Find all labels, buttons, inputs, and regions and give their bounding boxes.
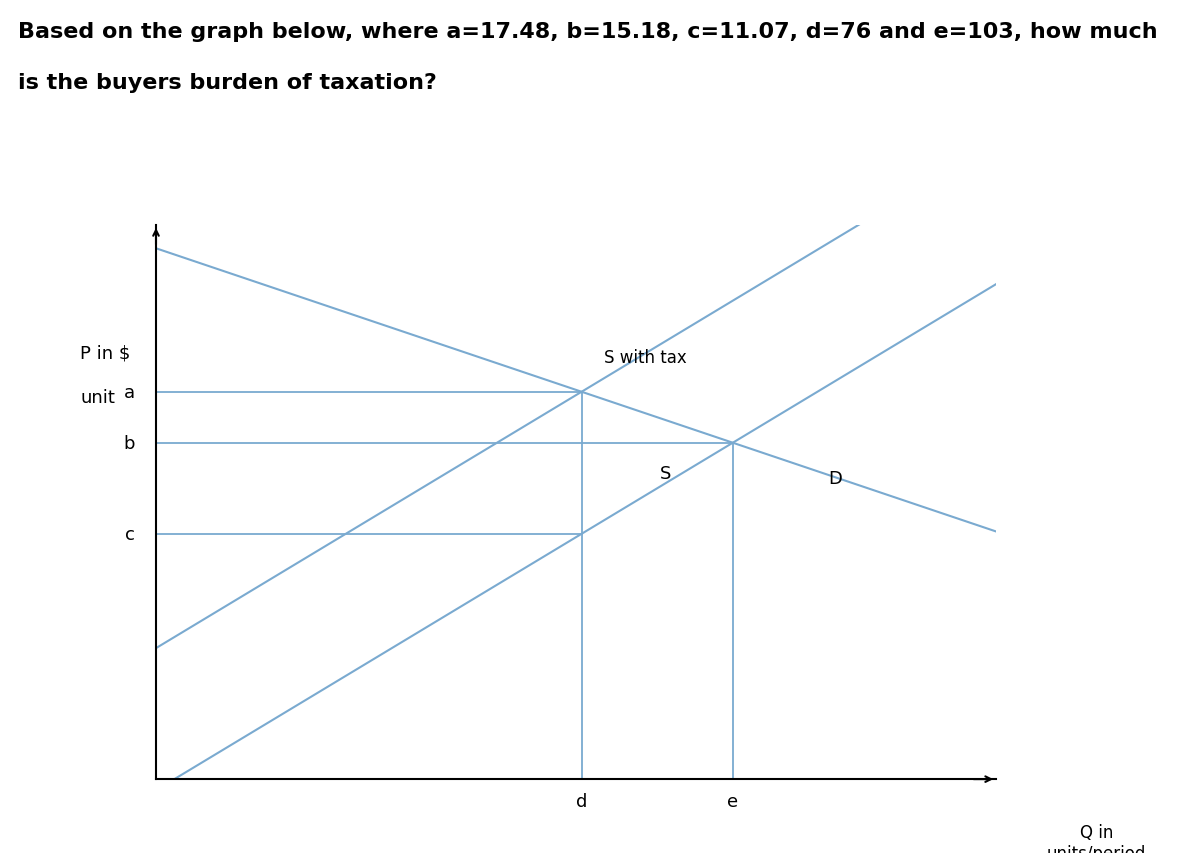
Text: Based on the graph below, where a=17.48, b=15.18, c=11.07, d=76 and e=103, how m: Based on the graph below, where a=17.48,… (18, 22, 1158, 43)
Text: d: d (576, 792, 587, 810)
Text: S: S (660, 465, 671, 483)
Text: D: D (828, 469, 842, 487)
Text: c: c (125, 525, 134, 543)
Text: P in $: P in $ (80, 344, 131, 363)
Text: S with tax: S with tax (604, 349, 686, 367)
Text: is the buyers burden of taxation?: is the buyers burden of taxation? (18, 73, 437, 93)
Text: Q in
units/period: Q in units/period (1048, 823, 1146, 853)
Text: e: e (727, 792, 738, 810)
Text: b: b (124, 434, 134, 452)
Text: unit: unit (80, 388, 115, 406)
Text: a: a (124, 383, 134, 401)
